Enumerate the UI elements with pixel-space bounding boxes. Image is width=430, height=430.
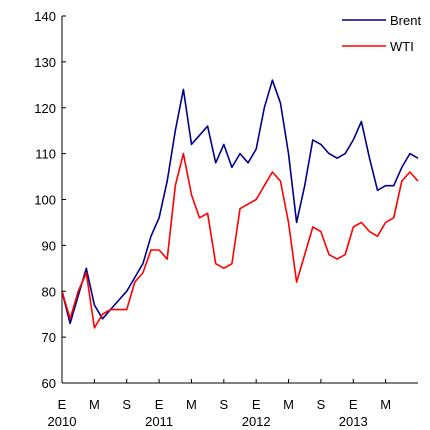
y-tick-label: 110 (35, 147, 56, 162)
y-tick-label: 60 (42, 376, 56, 391)
x-tick-month-label: S (219, 397, 228, 412)
y-tick-label: 100 (34, 193, 56, 208)
x-tick-month-label: M (283, 397, 294, 412)
x-tick-month-label: E (349, 397, 358, 412)
y-tick-label: 140 (34, 9, 56, 24)
x-tick-month-label: S (122, 397, 131, 412)
x-tick-month-label: M (186, 397, 197, 412)
legend-label-brent: Brent (390, 13, 421, 28)
x-tick-year-label: 2012 (242, 414, 271, 429)
x-tick-month-label: M (380, 397, 391, 412)
y-tick-label: 70 (42, 330, 56, 345)
series-line-wti (61, 152, 419, 329)
x-ticks: E M S E M S E M S E M 2010 2011 2012 2013 (48, 379, 391, 429)
y-tick-label: 90 (42, 238, 56, 253)
series-layer (61, 79, 419, 329)
x-tick-month-label: E (58, 397, 67, 412)
x-tick-month-label: E (155, 397, 164, 412)
x-tick-year-label: 2011 (145, 414, 173, 429)
y-tick-label: 120 (34, 101, 56, 116)
x-tick-year-label: 2013 (339, 414, 368, 429)
legend-label-wti: WTI (390, 39, 414, 54)
x-tick-month-label: S (317, 397, 326, 412)
y-tick-label: 80 (42, 284, 56, 299)
y-ticks: 60 70 80 90 100 110 120 130 140 (34, 9, 66, 391)
legend: Brent WTI (342, 13, 421, 54)
series-line-brent (61, 79, 419, 325)
x-tick-month-label: M (89, 397, 100, 412)
x-tick-month-label: E (252, 397, 261, 412)
y-tick-label: 130 (34, 55, 56, 70)
x-tick-year-label: 2010 (48, 414, 77, 429)
